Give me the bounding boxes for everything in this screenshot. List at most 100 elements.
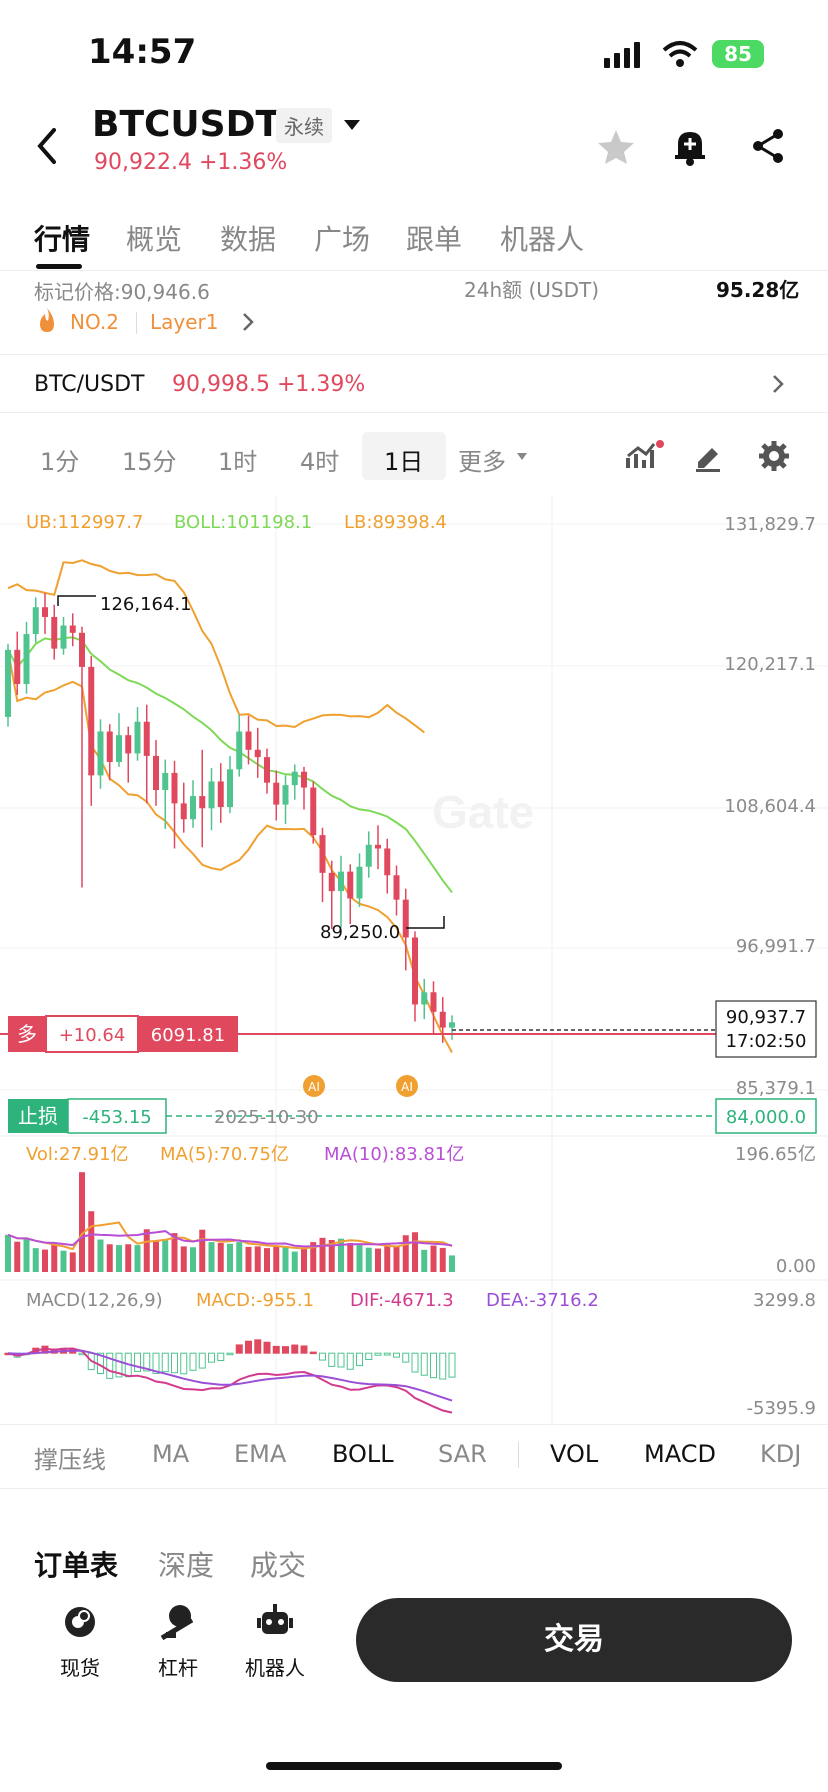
kline-chart[interactable]: Gate UB:112997.7 BOLL:101198.1 LB:89398.… (0, 496, 828, 1426)
vol-label: Vol:27.91亿 (26, 1144, 129, 1165)
settings-gear-icon[interactable] (758, 440, 790, 472)
indicator-kdj[interactable]: KDJ (760, 1440, 802, 1468)
volume-bar (106, 1244, 113, 1272)
volume-bar (430, 1245, 437, 1272)
timeframe-4h[interactable]: 4时 (300, 448, 340, 476)
volume-bar (60, 1250, 67, 1272)
volume-bar (51, 1244, 58, 1272)
indicator-boll[interactable]: BOLL (332, 1440, 394, 1468)
timeframe-15m[interactable]: 15分 (122, 448, 177, 476)
volume-bar (143, 1229, 150, 1272)
alert-bell-icon[interactable] (672, 126, 708, 166)
tab-square[interactable]: 广场 (314, 223, 371, 256)
high-price-label: 126,164.1 (100, 594, 192, 615)
trade-button[interactable]: 交易 (356, 1598, 792, 1682)
stop-loss-pnl-box[interactable] (67, 1098, 167, 1134)
tab-trades[interactable]: 成交 (250, 1549, 307, 1582)
share-icon[interactable] (748, 126, 788, 166)
indicator-ema[interactable]: EMA (234, 1440, 287, 1468)
candle-body (282, 785, 289, 805)
back-arrow-icon[interactable] (34, 126, 60, 166)
indicator-chart-icon[interactable] (624, 440, 664, 472)
indicator-vol[interactable]: VOL (550, 1440, 599, 1468)
candle-body (199, 796, 206, 809)
volume-bar (319, 1237, 326, 1272)
spot-coins-icon[interactable] (62, 1604, 98, 1640)
indicator-sar[interactable]: SAR (438, 1440, 487, 1468)
price-axis-label: 108,604.4 (724, 796, 816, 817)
category-badge[interactable]: Layer1 (150, 310, 219, 334)
macd-histogram-bar (374, 1352, 382, 1356)
macd-histogram-bar (383, 1352, 391, 1356)
badge-divider (136, 312, 137, 334)
price-axis-label: 96,991.7 (736, 936, 816, 957)
tab-order-book[interactable]: 订单表 (34, 1549, 119, 1582)
candle-body (69, 625, 76, 633)
nav-margin-label[interactable]: 杠杆 (158, 1656, 198, 1680)
volume-bar (245, 1246, 252, 1272)
macd-histogram-bar (263, 1341, 271, 1354)
ai-marker[interactable] (303, 1075, 325, 1097)
macd-histogram-bar (319, 1352, 326, 1361)
macd-histogram-bar (430, 1352, 437, 1379)
tab-data[interactable]: 数据 (220, 223, 277, 256)
volume-bar (162, 1239, 169, 1272)
indicator-macd[interactable]: MACD (644, 1440, 716, 1468)
macd-histogram-bar (254, 1339, 262, 1354)
candle-body (227, 769, 233, 808)
candle-body (384, 848, 391, 876)
timeframe-1d[interactable]: 1日 (384, 448, 424, 476)
stop-loss-price-box[interactable] (715, 1098, 817, 1134)
header-last-price: 90,922.4 (94, 150, 192, 175)
candle-body (97, 731, 104, 776)
macd-histogram-bar (300, 1345, 308, 1354)
volume-bar (217, 1242, 224, 1272)
position-entry-box[interactable] (138, 1016, 238, 1052)
chevron-right-icon[interactable] (772, 374, 784, 394)
tab-copy-trade[interactable]: 跟单 (406, 223, 463, 256)
candle-body (430, 992, 437, 1012)
pair-title[interactable]: BTCUSDT (92, 104, 281, 145)
macd-histogram-bar (393, 1352, 400, 1358)
timeframe-1h[interactable]: 1时 (218, 448, 258, 476)
position-entry: 6091.81 (151, 1025, 225, 1046)
volume-bar (449, 1255, 455, 1272)
volume-bar (42, 1249, 48, 1272)
spot-pair[interactable]: BTC/USDT (34, 372, 145, 397)
stop-loss-label-box[interactable] (8, 1099, 68, 1133)
candle-body (32, 607, 39, 635)
candle-body (393, 875, 400, 900)
timeframe-1m[interactable]: 1分 (40, 448, 80, 476)
volume-bar (236, 1242, 243, 1272)
macd-histogram-bar (346, 1352, 354, 1370)
boll-ub-label: UB:112997.7 (26, 512, 143, 533)
contract-type-tag[interactable]: 永续 (276, 108, 332, 143)
timeframe-more[interactable]: 更多 (458, 448, 506, 476)
position-side-box[interactable] (8, 1016, 46, 1052)
volume-24h-label: 24h额 (USDT) (464, 278, 600, 302)
tab-bot[interactable]: 机器人 (500, 223, 585, 256)
nav-spot-label[interactable]: 现货 (60, 1656, 100, 1680)
robot-icon[interactable] (256, 1602, 294, 1640)
star-icon[interactable] (596, 128, 636, 166)
macd-histogram-bar (356, 1352, 363, 1367)
indicator-support-resistance[interactable]: 撑压线 (34, 1446, 106, 1474)
chevron-right-icon[interactable] (242, 312, 254, 332)
volume-bar (5, 1234, 11, 1272)
tab-overview[interactable]: 概览 (126, 223, 183, 256)
ai-marker[interactable] (396, 1075, 418, 1097)
indicator-ma[interactable]: MA (152, 1440, 190, 1468)
macd-name-label: MACD(12,26,9) (26, 1290, 163, 1311)
volume-bar (421, 1249, 428, 1272)
divider (0, 354, 828, 355)
chevron-down-icon[interactable] (342, 118, 362, 132)
candle-body (14, 649, 21, 684)
draw-pen-icon[interactable] (692, 440, 724, 472)
macd-histogram-bar (448, 1352, 456, 1378)
caret-down-icon[interactable] (516, 452, 528, 462)
tab-depth[interactable]: 深度 (158, 1549, 215, 1582)
tab-market[interactable]: 行情 (34, 223, 91, 256)
nav-bot-label[interactable]: 机器人 (245, 1656, 305, 1680)
margin-lever-icon[interactable] (158, 1602, 198, 1640)
header-price: 90,922.4 +1.36% (94, 150, 287, 175)
